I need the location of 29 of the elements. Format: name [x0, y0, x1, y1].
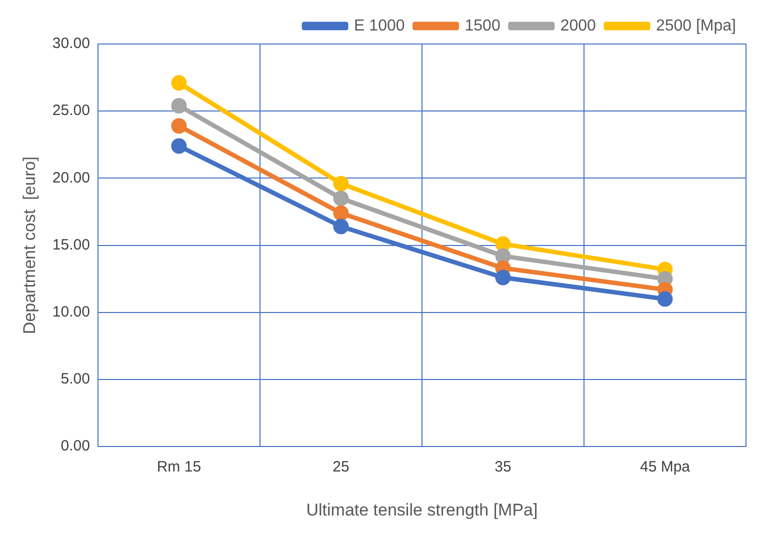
point	[333, 176, 349, 192]
y-tick-label: 25.00	[52, 102, 90, 120]
legend-label: E 1000	[354, 17, 405, 34]
legend-label: 1500	[464, 17, 500, 34]
x-tick-label: Rm 15	[156, 458, 202, 476]
x-tick-label: 25	[332, 458, 350, 476]
point	[495, 270, 511, 286]
point	[171, 118, 187, 134]
y-tick-label: 20.00	[52, 169, 90, 186]
point	[333, 190, 349, 206]
point	[333, 218, 349, 234]
y-tick-label: 0.00	[60, 438, 90, 455]
x-tick-label: 35	[494, 458, 512, 476]
y-tick-label: 15.00	[52, 236, 90, 254]
x-axis-title: Ultimate tensile strength [MPa]	[306, 500, 538, 520]
point	[495, 248, 511, 264]
y-tick-label: 10.00	[52, 304, 90, 321]
y-axis-title: Department cost [euro]	[20, 156, 39, 334]
point	[171, 138, 187, 154]
legend-label: 2500 [Mpa]	[656, 17, 736, 34]
y-tick-label: 30.00	[52, 35, 90, 52]
legend-label: 2000	[560, 17, 596, 34]
point	[171, 75, 187, 91]
point	[333, 205, 349, 221]
point	[657, 291, 673, 307]
x-tick-label: 45 Mpa	[640, 458, 691, 476]
point	[171, 98, 187, 114]
y-tick-label: 5.00	[60, 370, 90, 388]
point	[495, 236, 511, 252]
